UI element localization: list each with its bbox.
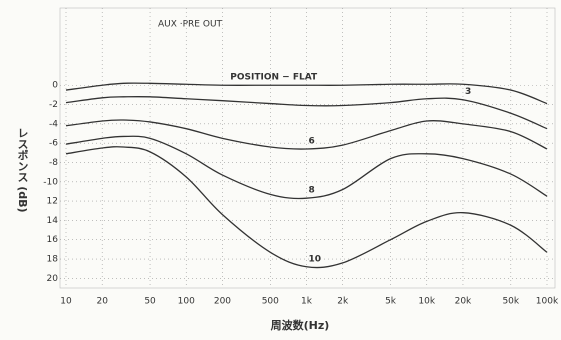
y-tick-label: -10	[43, 177, 58, 187]
y-tick-label: -4	[49, 119, 58, 129]
response-curve	[65, 82, 548, 105]
y-tick-label: -8	[49, 158, 58, 168]
curve-label: POSITION − FLAT	[230, 73, 318, 83]
y-tick-label: 20	[47, 274, 59, 284]
chart-title: AUX ·PRE OUT	[158, 20, 223, 30]
curve-label: 3	[465, 87, 471, 97]
x-tick-label: 20k	[455, 297, 472, 307]
x-axis-label: 周波数(Hz)	[271, 318, 330, 332]
y-tick-label: -6	[49, 139, 58, 149]
response-curve	[65, 119, 548, 150]
response-curve	[65, 146, 548, 269]
y-axis-label: レスポンス (dB)	[16, 127, 29, 212]
x-tick-label: 2k	[337, 297, 349, 307]
response-curve	[65, 95, 548, 130]
response-curve	[65, 135, 548, 200]
x-tick-label: 200	[214, 297, 231, 307]
curve-label: 8	[309, 186, 315, 196]
y-tick-label: 14	[47, 216, 59, 226]
x-tick-label: 50k	[502, 297, 519, 307]
x-tick-label: 10	[60, 297, 72, 307]
x-tick-label: 100k	[536, 297, 559, 307]
y-tick-label: -2	[49, 100, 58, 110]
y-tick-label: 18	[47, 255, 59, 265]
x-tick-label: 100	[178, 297, 195, 307]
y-tick-label: 16	[47, 235, 59, 245]
plot-frame	[59, 7, 556, 289]
curve-label: 6	[309, 136, 315, 146]
x-tick-label: 50	[144, 297, 156, 307]
x-tick-label: 10k	[418, 297, 435, 307]
y-tick-label: 12	[47, 197, 58, 207]
curve-label: 10	[309, 254, 322, 264]
x-tick-label: 500	[262, 297, 279, 307]
x-tick-label: 20	[96, 297, 108, 307]
x-tick-label: 5k	[385, 297, 397, 307]
y-tick-label: 0	[52, 81, 58, 91]
x-tick-label: 1k	[301, 297, 313, 307]
